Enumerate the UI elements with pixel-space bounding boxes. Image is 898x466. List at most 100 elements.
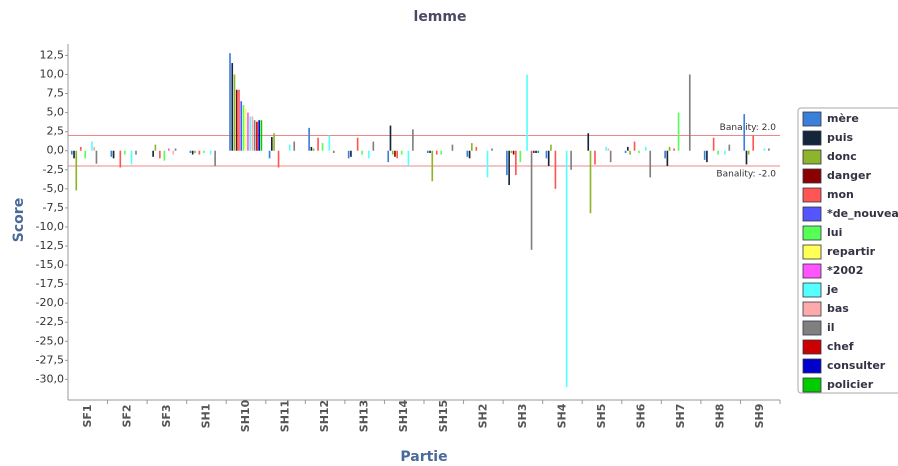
bar	[112, 150, 115, 159]
legend-label: consulter	[827, 359, 886, 372]
bar	[515, 150, 517, 176]
bar	[356, 137, 359, 151]
bar	[244, 108, 247, 151]
bar	[607, 148, 610, 151]
legend-swatch	[802, 263, 822, 279]
legend-swatch	[802, 130, 822, 146]
bar	[506, 150, 508, 176]
bar	[526, 74, 528, 151]
y-tick-label: -10,0	[36, 220, 64, 233]
banality-label: Banality: -2.0	[716, 169, 776, 179]
bar	[350, 150, 352, 157]
legend-label: *de_nouveau	[827, 207, 898, 220]
legend-label: donc	[827, 150, 857, 163]
bar	[110, 150, 113, 157]
x-tick-label: SH6	[635, 403, 648, 428]
bar	[426, 150, 429, 154]
x-tick-label: SH11	[279, 400, 292, 432]
bar	[256, 121, 258, 151]
legend-label: policier	[827, 378, 874, 391]
legend-label: danger	[827, 169, 871, 182]
x-tick-label: SH8	[714, 404, 727, 429]
bar	[554, 150, 557, 189]
bar	[163, 150, 166, 161]
bar	[172, 150, 175, 155]
legend-label: repartir	[827, 245, 876, 258]
bar	[312, 148, 315, 151]
legend-swatch	[802, 111, 822, 127]
legend-label: lui	[827, 226, 842, 239]
y-tick-label: -2,5	[43, 163, 64, 176]
x-tick-label: SF3	[160, 404, 173, 427]
bar	[268, 150, 271, 159]
legend-label: *2002	[827, 264, 863, 277]
bar	[763, 148, 766, 151]
bar	[119, 150, 122, 168]
bar	[752, 135, 755, 151]
bar	[288, 144, 291, 151]
bar	[368, 150, 370, 159]
bar	[95, 150, 98, 164]
bar	[440, 150, 443, 155]
bar	[203, 150, 205, 154]
bar	[189, 150, 192, 154]
bar	[70, 150, 73, 155]
bar	[317, 137, 319, 151]
bar	[712, 137, 715, 151]
y-tick-label: -12,5	[36, 239, 64, 252]
bar	[471, 143, 473, 151]
bar	[565, 150, 568, 388]
legend-box	[797, 107, 898, 394]
legend-label: mon	[827, 188, 854, 201]
bar	[79, 146, 82, 151]
y-tick-label: 7,5	[47, 87, 65, 100]
bar	[253, 120, 256, 151]
bar	[270, 137, 273, 151]
bar	[229, 53, 231, 151]
bar	[431, 150, 434, 182]
bar	[321, 143, 324, 151]
legend-swatch	[802, 377, 822, 393]
bar	[191, 150, 194, 155]
y-tick-label: -7,5	[43, 201, 64, 214]
bar	[703, 150, 706, 160]
bar	[475, 146, 478, 151]
bar	[293, 141, 296, 151]
x-tick-label: SH2	[476, 404, 489, 429]
bar	[273, 133, 275, 151]
y-tick-label: -5,0	[43, 182, 64, 195]
bar	[510, 150, 513, 154]
legend-swatch	[802, 187, 822, 203]
bar	[633, 141, 636, 151]
bar	[247, 112, 249, 151]
legend-swatch	[802, 225, 822, 241]
bar	[93, 146, 96, 151]
bar	[238, 89, 240, 151]
y-tick-label: 10,0	[40, 67, 65, 80]
bar	[159, 150, 161, 159]
bar	[747, 150, 750, 155]
x-tick-label: SH1	[199, 404, 212, 429]
bar	[308, 127, 310, 151]
bar	[532, 150, 535, 154]
bar	[688, 74, 691, 151]
bar	[626, 146, 629, 151]
x-tick-label: SF2	[120, 404, 133, 427]
bar	[347, 150, 350, 159]
bar	[491, 148, 493, 151]
y-tick-label: -15,0	[36, 258, 64, 271]
bar	[743, 114, 746, 151]
bar	[396, 150, 399, 159]
bar	[644, 146, 647, 151]
legend-swatch	[802, 168, 822, 184]
bar	[168, 148, 170, 151]
bar	[387, 150, 390, 163]
bar	[550, 144, 552, 151]
legend-swatch	[802, 301, 822, 317]
y-tick-label: 2,5	[47, 125, 65, 138]
bar	[724, 150, 726, 155]
bar	[668, 146, 671, 151]
bar	[547, 150, 550, 166]
banality-label: Banality: 2.0	[720, 123, 777, 133]
bar	[768, 148, 770, 151]
